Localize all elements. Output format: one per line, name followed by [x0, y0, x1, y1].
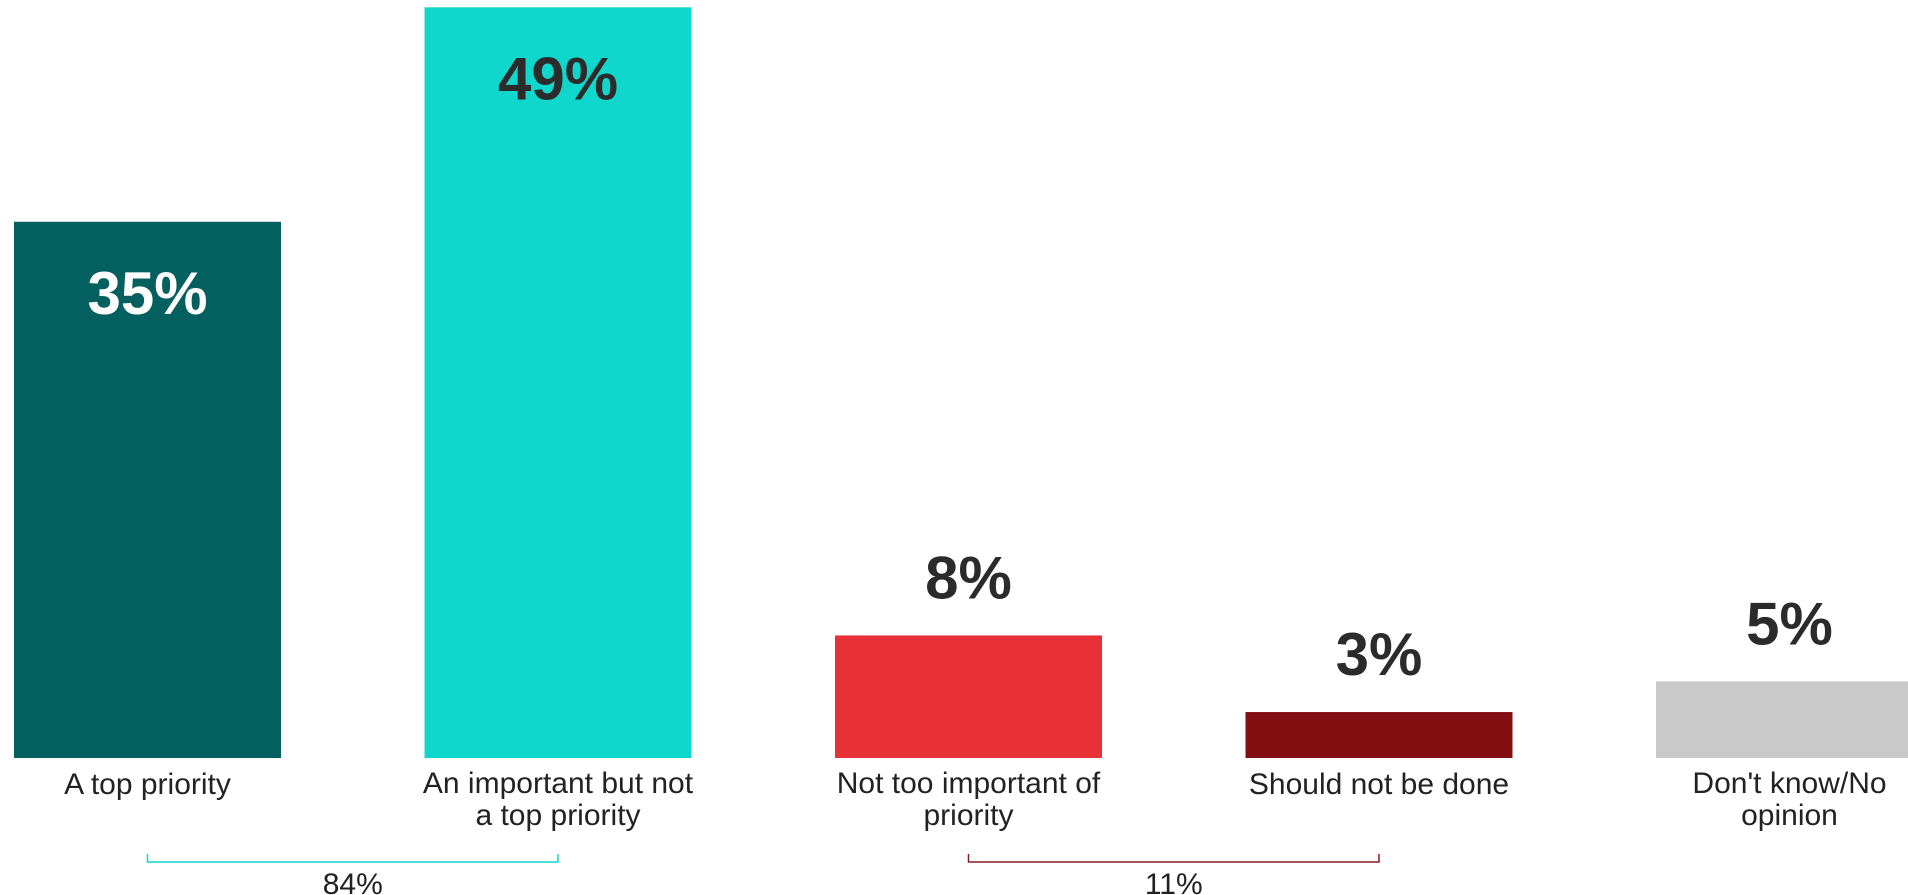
category-label-2-line-2: a top priority: [475, 799, 640, 832]
value-label-4: 3%: [1336, 621, 1423, 688]
bar-3: [835, 635, 1102, 758]
bar-5: [1656, 681, 1908, 758]
group-total-label-2: 11%: [1145, 868, 1203, 895]
category-label-3-line-2: priority: [923, 799, 1013, 832]
category-label-2-line-1: An important but not: [423, 767, 694, 800]
value-label-1: 35%: [87, 260, 207, 327]
bar-1: [14, 221, 281, 759]
category-label-1: A top priority: [64, 768, 231, 801]
category-label-3-line-1: Not too important of: [837, 767, 1101, 800]
category-label-5-line-2: opinion: [1741, 799, 1838, 832]
value-label-2: 49%: [498, 45, 618, 112]
category-label-5-line-1: Don't know/No: [1692, 767, 1886, 800]
group-total-label-1: 84%: [323, 868, 383, 895]
value-label-5: 5%: [1746, 590, 1833, 657]
group-bracket-2: [967, 854, 1380, 863]
value-label-3: 8%: [925, 544, 1012, 611]
group-bracket-1: [146, 854, 559, 863]
bar-2: [424, 7, 692, 758]
category-label-4: Should not be done: [1249, 768, 1509, 801]
bar-4: [1245, 712, 1513, 758]
